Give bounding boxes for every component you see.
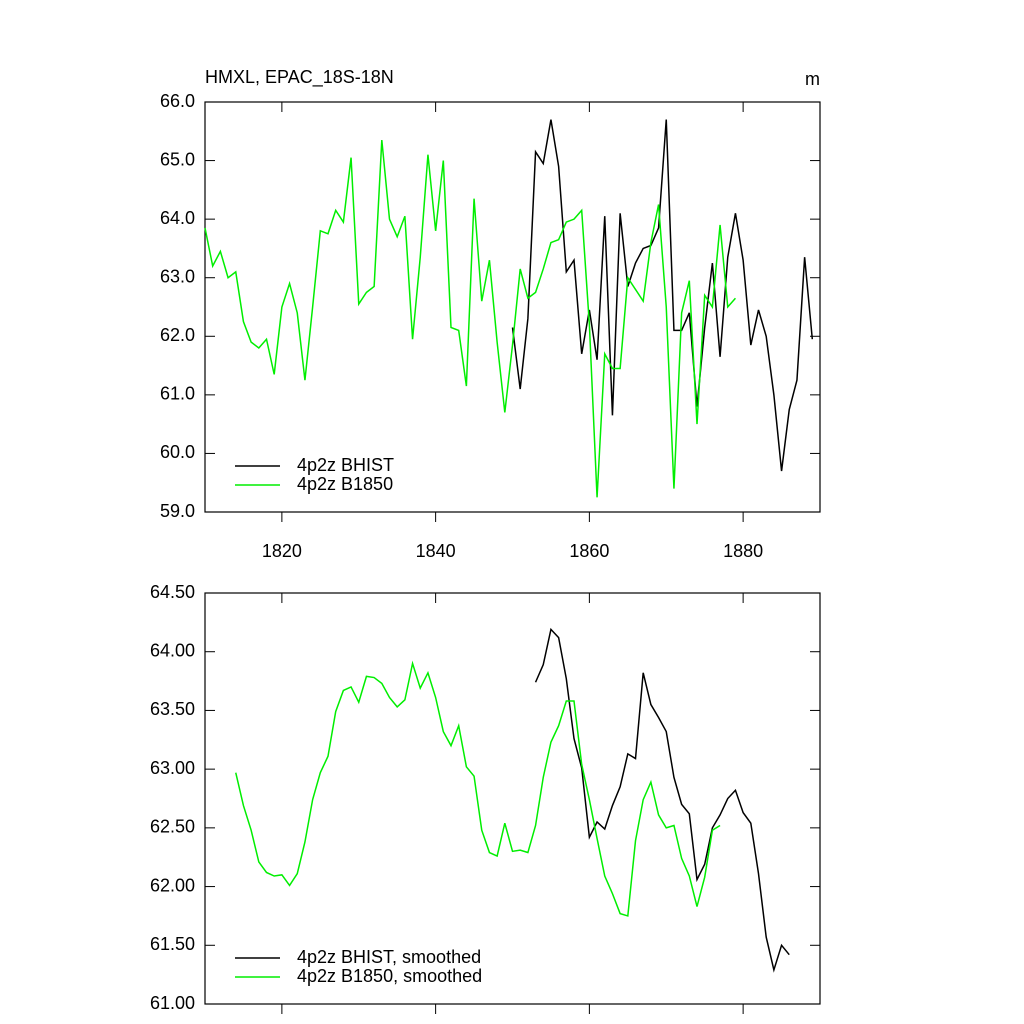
- y-tick-label: 63.0: [160, 266, 195, 286]
- y-tick-label: 62.0: [160, 325, 195, 345]
- y-tick-label: 62.00: [150, 875, 195, 895]
- legend-label: 4p2z BHIST, smoothed: [297, 947, 481, 967]
- data-line: [204, 139, 737, 498]
- y-tick-label: 63.50: [150, 699, 195, 719]
- legend-label: 4p2z B1850: [297, 474, 393, 494]
- legend-label: 4p2z BHIST: [297, 455, 394, 475]
- y-tick-label: 61.50: [150, 934, 195, 954]
- y-tick-label: 65.0: [160, 149, 195, 169]
- x-tick-label: 1860: [569, 541, 609, 561]
- plot-frame: [204, 101, 821, 513]
- y-tick-label: 61.0: [160, 384, 195, 404]
- plot-frame: [204, 592, 821, 1005]
- legend-label: 4p2z B1850, smoothed: [297, 966, 482, 986]
- x-tick-label: 1820: [262, 541, 302, 561]
- units-label: m: [805, 69, 820, 89]
- y-tick-label: 61.00: [150, 993, 195, 1013]
- y-tick-label: 59.0: [160, 501, 195, 521]
- x-tick-label: 1880: [723, 541, 763, 561]
- data-line: [235, 660, 721, 917]
- y-tick-label: 63.00: [150, 758, 195, 778]
- y-tick-label: 66.0: [160, 91, 195, 111]
- data-line: [534, 627, 790, 973]
- y-tick-label: 64.50: [150, 582, 195, 602]
- y-tick-label: 64.00: [150, 640, 195, 660]
- x-tick-label: 1840: [416, 541, 456, 561]
- y-tick-label: 64.0: [160, 208, 195, 228]
- data-line: [511, 119, 814, 472]
- y-tick-label: 60.0: [160, 442, 195, 462]
- y-tick-label: 62.50: [150, 817, 195, 837]
- chart-title: HMXL, EPAC_18S-18N: [205, 67, 394, 88]
